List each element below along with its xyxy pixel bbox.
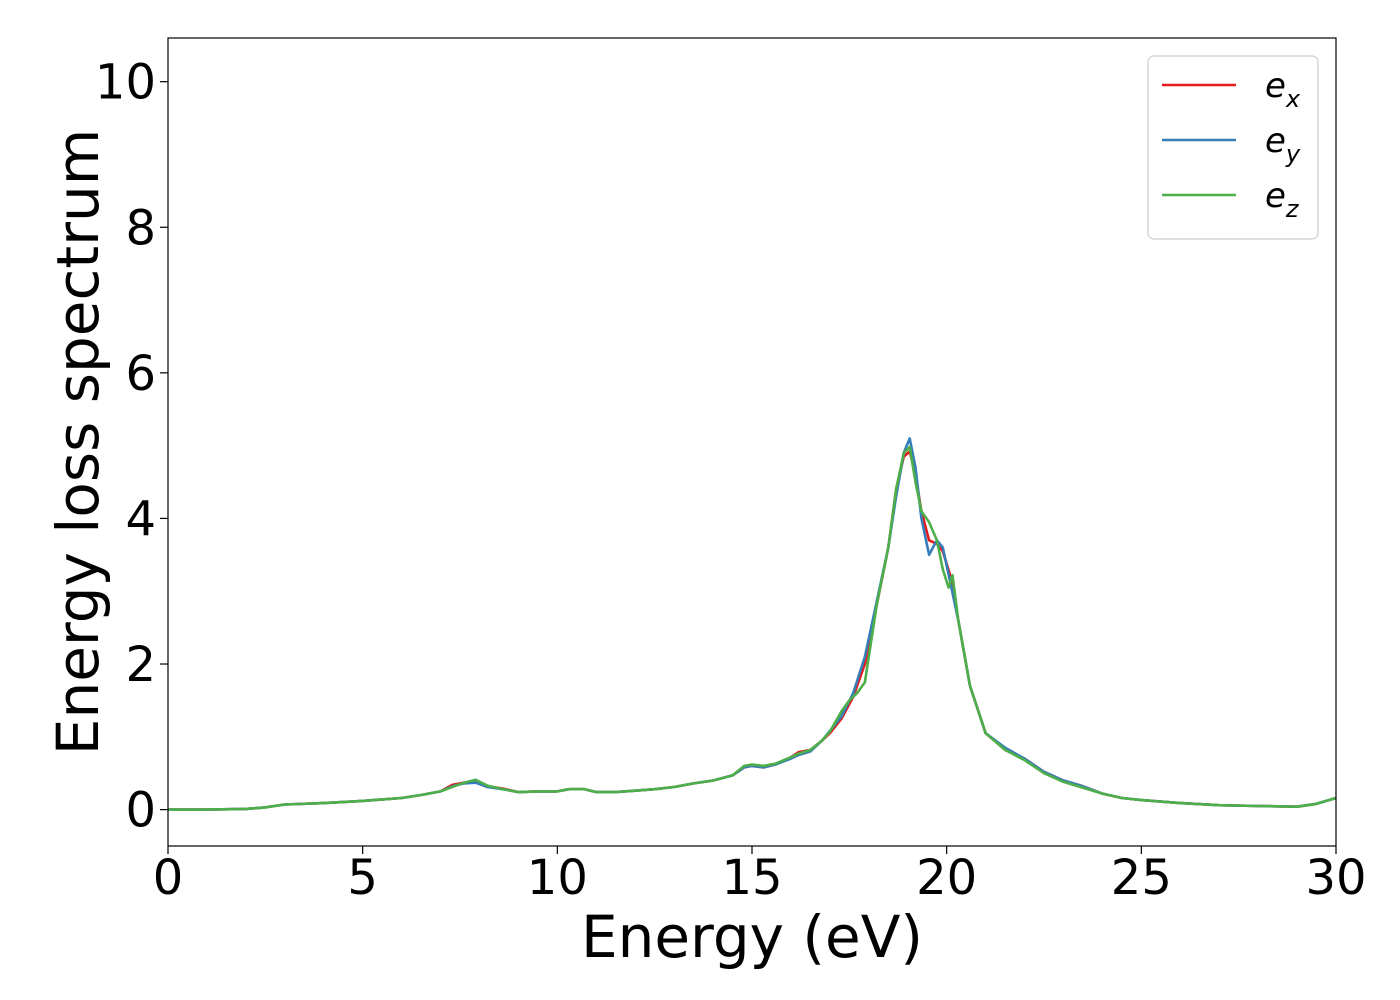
x-tick-label: 30 [1305,850,1366,906]
series-line-e-z [168,445,1336,811]
y-tick-label: 4 [125,491,156,547]
series-layer [168,437,1336,811]
x-tick-label: 15 [721,850,782,906]
x-axis-ticks: 0 5 10 15 20 25 30 [153,846,1367,906]
x-tick-label: 5 [347,850,378,906]
x-tick-label: 10 [527,850,588,906]
x-tick-label: 25 [1111,850,1172,906]
legend-box [1147,55,1319,240]
x-tick-label: 0 [153,850,184,906]
y-tick-label: 0 [125,783,156,839]
y-axis-label: Energy loss spectrum [44,129,112,755]
y-tick-label: 10 [95,55,156,111]
y-tick-label: 2 [125,637,156,693]
legend: ex ey ez [1147,55,1319,240]
x-axis-label: Energy (eV) [581,903,923,971]
x-tick-label: 20 [916,850,977,906]
legend-label-e-y: ey [1265,121,1301,168]
y-tick-label: 6 [125,346,156,402]
y-axis-ticks: 0 2 4 6 8 10 [95,55,168,839]
legend-label-e-z: ez [1265,176,1300,223]
legend-label-e-x: ex [1265,66,1301,113]
y-tick-label: 8 [125,200,156,256]
